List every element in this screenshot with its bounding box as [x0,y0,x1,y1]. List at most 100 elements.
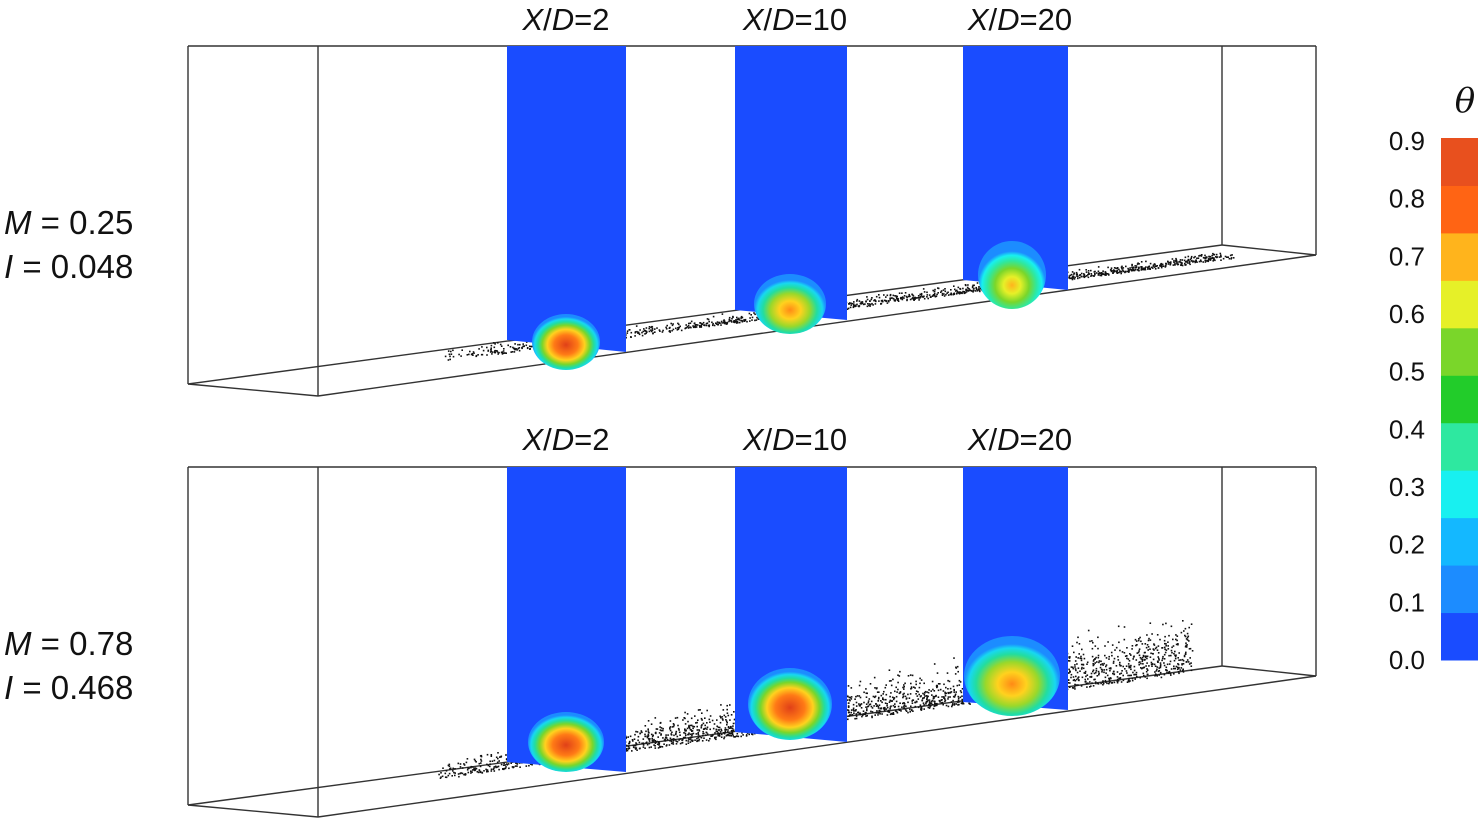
particle [1167,641,1169,643]
particle [951,704,954,706]
particle [515,348,518,350]
particle [1144,651,1146,654]
particle [1076,663,1078,665]
particle [634,744,637,747]
particle [1085,269,1087,271]
particle [954,673,957,675]
particle [1099,274,1101,277]
particle [1161,647,1163,649]
particle [894,690,896,693]
particle [689,322,692,324]
particle [706,318,709,320]
particle [674,739,677,741]
particle [634,733,636,736]
particle [529,348,531,350]
particle [490,755,493,757]
particle [735,735,738,737]
particle [489,760,491,763]
particle [863,701,865,704]
particle [869,303,872,306]
particle [902,693,904,696]
particle [648,742,651,745]
particle [1164,642,1166,645]
particle [882,697,884,699]
particle [518,347,521,349]
particle [891,696,894,699]
particle [743,319,745,321]
particle [1141,266,1143,268]
particle [636,731,639,733]
particle [1145,260,1147,263]
particle [641,334,644,337]
particle [719,733,721,735]
particle [1196,257,1198,260]
particle [1220,259,1222,261]
particle [1157,661,1159,663]
particle [937,696,940,698]
particle [1097,654,1100,657]
particle [504,764,506,766]
particle [933,700,935,703]
particle [936,685,939,688]
particle [967,289,970,292]
particle [705,324,708,327]
particle [486,763,488,766]
particle [1072,676,1075,678]
particle [1127,674,1129,677]
particle [1185,642,1187,644]
particle [926,291,928,294]
particle [1148,637,1150,640]
particle [478,762,481,765]
particle [1175,260,1177,262]
particle [1122,270,1125,273]
particle [928,689,930,691]
particle [1132,658,1134,660]
particle [692,325,694,327]
particle [1074,666,1076,668]
particle [858,695,861,697]
particle [971,285,974,288]
particle [1182,620,1184,622]
plane-xd2-top [507,46,626,370]
particle [846,699,849,701]
particle [930,704,932,707]
particle [1184,645,1187,648]
particle [1130,668,1132,671]
particle [467,771,470,774]
particle [723,322,726,325]
particle [1122,665,1124,668]
particle [1176,666,1179,669]
particle [691,734,693,737]
particle [635,742,637,744]
particle [497,757,499,760]
particle [1162,265,1165,267]
particle [1188,648,1191,650]
particle [637,331,640,334]
particle [1153,644,1156,646]
particle [1086,663,1088,665]
particle [1164,266,1167,268]
particle [1103,662,1105,665]
particle [480,754,483,757]
particle [684,711,686,714]
particle [1137,262,1139,264]
particle [1187,258,1190,261]
particle [1159,664,1162,666]
particle [905,705,907,708]
particle [931,699,934,702]
particle [677,724,679,727]
particle [658,742,660,745]
particle [969,703,971,705]
particle [742,734,744,736]
particle [899,691,902,693]
particle [1102,683,1104,686]
particle [851,714,854,716]
particle [1104,679,1107,682]
particle [908,697,911,699]
particle [1074,664,1076,666]
particle [1204,254,1206,257]
particle [448,765,451,768]
particle [976,282,979,284]
particle [969,289,971,291]
particle [1190,665,1193,667]
